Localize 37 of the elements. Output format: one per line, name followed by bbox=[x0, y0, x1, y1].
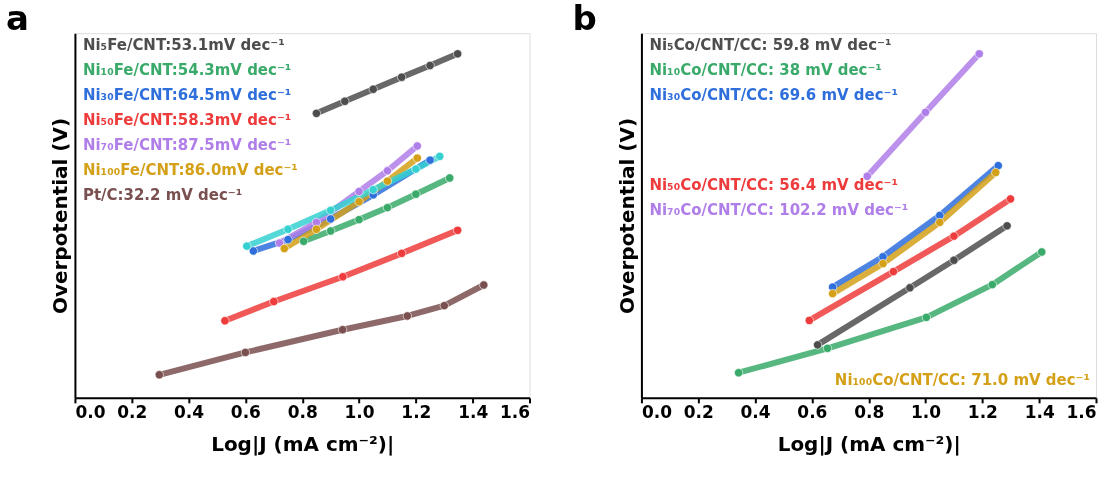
x-axis-title: Log|J (mA cm⁻²)| bbox=[211, 432, 395, 457]
chart-title: a bbox=[5, 0, 29, 39]
x-tick-label: 0.4 bbox=[740, 402, 771, 423]
text: Ni₃₀Fe/CNT:64.5mV dec⁻¹ bbox=[82, 86, 292, 105]
x-tick-label: 1.2 bbox=[967, 402, 998, 423]
x-tick-label: 0.2 bbox=[117, 402, 148, 423]
text: Ni₁₀₀Fe/CNT:86.0mV dec⁻¹ bbox=[82, 161, 298, 180]
x-tick-label: 1.0 bbox=[911, 402, 942, 423]
x-tick-label: 1.0 bbox=[344, 402, 375, 423]
x-tick-label: 1.4 bbox=[1024, 402, 1055, 423]
chart-title: b bbox=[572, 0, 597, 39]
x-axis-title: Log|J (mA cm⁻²)| bbox=[777, 432, 961, 457]
text: Ni₇₀Fe/CNT:87.5mV dec⁻¹ bbox=[82, 136, 292, 155]
x-tick-label: 0.8 bbox=[854, 402, 885, 423]
text: Ni₅₀Co/CNT/CC: 56.4 mV dec⁻¹ bbox=[649, 176, 899, 195]
x-tick-label: 0.0 bbox=[641, 402, 672, 423]
text: Ni₅Co/CNT/CC: 59.8 mV dec⁻¹ bbox=[649, 36, 892, 55]
x-tick-label: 0.2 bbox=[683, 402, 714, 423]
text: Ni₁₀Co/CNT/CC: 38 mV dec⁻¹ bbox=[649, 61, 882, 80]
text: Ni₁₀Fe/CNT:54.3mV dec⁻¹ bbox=[82, 61, 292, 80]
x-tick-label: 0.0 bbox=[75, 402, 106, 423]
text: Pt/C:32.2 mV dec⁻¹ bbox=[82, 186, 243, 205]
x-tick-label: 0.6 bbox=[797, 402, 828, 423]
text: Ni₁₀₀Co/CNT/CC: 71.0 mV dec⁻¹ bbox=[834, 370, 1091, 389]
y-axis-title: Overpotential (V) bbox=[614, 117, 639, 315]
x-tick-label: 0.4 bbox=[174, 402, 205, 423]
text: Ni₃₀Co/CNT/CC: 69.6 mV dec⁻¹ bbox=[649, 86, 899, 105]
x-tick-label: 1.6 bbox=[499, 402, 531, 423]
x-tick-label: 1.4 bbox=[458, 402, 489, 423]
y-axis-title: Overpotential (V) bbox=[48, 117, 73, 315]
text: Ni₅₀Fe/CNT:58.3mV dec⁻¹ bbox=[82, 111, 292, 130]
x-tick-label: 1.6 bbox=[1066, 402, 1097, 423]
x-tick-label: 0.8 bbox=[287, 402, 318, 423]
x-tick-label: 1.2 bbox=[401, 402, 432, 423]
x-tick-label: 0.6 bbox=[230, 402, 261, 423]
text: Ni₇₀Co/CNT/CC: 102.2 mV dec⁻¹ bbox=[649, 201, 909, 220]
text: Ni₅Fe/CNT:53.1mV dec⁻¹ bbox=[82, 36, 285, 55]
